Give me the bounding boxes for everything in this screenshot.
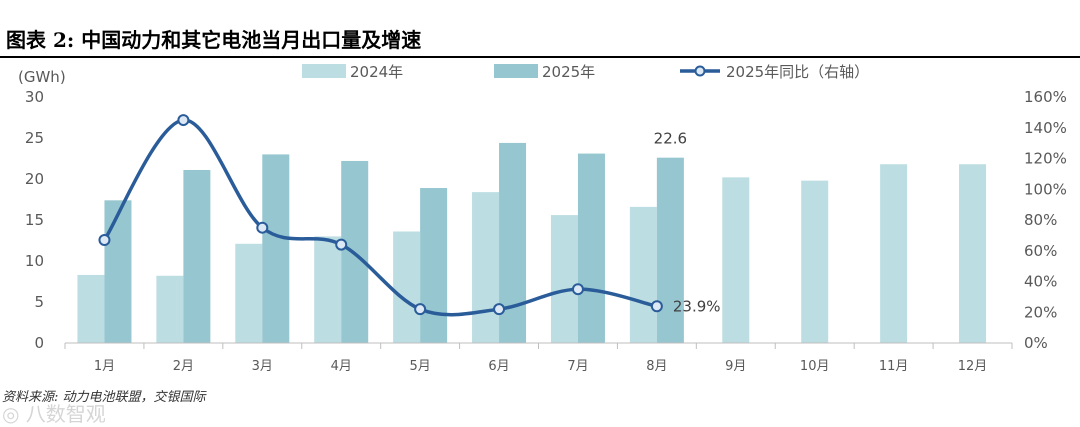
left-tick-label: 10 xyxy=(25,252,44,270)
yoy-marker xyxy=(650,300,663,313)
bar-2024 xyxy=(156,275,184,343)
category-label: 1月 xyxy=(94,359,115,374)
bar-2024 xyxy=(235,243,263,343)
right-axis: 0% 20% 40% 60% 80% 100% 120% 140% 160% xyxy=(1024,88,1067,352)
bar-2024 xyxy=(314,236,342,343)
bar-2024 xyxy=(801,180,829,343)
right-tick-label: 0% xyxy=(1024,334,1048,352)
bar-2024 xyxy=(722,177,750,343)
category-label: 8月 xyxy=(646,359,667,374)
yoy-marker xyxy=(571,283,584,296)
yoy-marker xyxy=(98,233,111,246)
legend-label: 2024年 xyxy=(350,63,403,81)
bar-2025 xyxy=(420,188,448,343)
right-tick-label: 60% xyxy=(1024,242,1057,260)
left-tick-label: 20 xyxy=(25,170,44,188)
bar-2024 xyxy=(77,274,105,343)
category-label: 6月 xyxy=(488,359,509,374)
title-rule xyxy=(0,56,1080,58)
figure-title: 图表 2: 中国动力和其它电池当月出口量及增速 xyxy=(6,28,422,52)
right-tick-label: 140% xyxy=(1024,119,1067,137)
legend-swatch xyxy=(494,64,538,78)
legend-swatch xyxy=(302,64,346,78)
bar-2025 xyxy=(262,154,290,343)
left-tick-label: 25 xyxy=(25,129,44,147)
right-tick-label: 160% xyxy=(1024,88,1067,106)
category-label: 7月 xyxy=(567,359,588,374)
right-tick-label: 120% xyxy=(1024,150,1067,168)
legend-label: 2025年 xyxy=(542,63,595,81)
category-label: 5月 xyxy=(409,359,430,374)
yoy-marker xyxy=(493,303,506,316)
x-axis: 1月 2月 3月 4月 5月 6月 7月 8月 9月 10月 11月 12月 xyxy=(64,342,1013,374)
right-tick-label: 40% xyxy=(1024,273,1057,291)
right-tick-label: 100% xyxy=(1024,180,1067,198)
left-tick-label: 30 xyxy=(25,88,44,106)
data-label: 23.9% xyxy=(673,297,721,315)
bar-2024 xyxy=(472,192,500,343)
left-axis: 0 5 10 15 20 25 30 (GWh) xyxy=(18,68,66,352)
left-tick-label: 5 xyxy=(34,293,44,311)
right-tick-label: 80% xyxy=(1024,211,1057,229)
left-tick-label: 15 xyxy=(25,211,44,229)
yoy-marker xyxy=(335,238,348,251)
category-label: 2月 xyxy=(173,359,194,374)
yoy-line-series xyxy=(98,114,663,317)
bar-2024 xyxy=(393,231,421,343)
bar-2024 xyxy=(629,206,657,343)
bar-2025 xyxy=(183,169,211,343)
data-label: 22.6 xyxy=(654,130,687,148)
yoy-marker xyxy=(414,303,427,316)
category-label: 12月 xyxy=(958,359,988,374)
category-label: 9月 xyxy=(725,359,746,374)
bar-2025 xyxy=(577,153,605,343)
source-note: 资料来源: 动力电池联盟，交银国际 xyxy=(2,390,206,405)
legend-marker xyxy=(694,65,706,77)
yoy-marker xyxy=(256,221,269,234)
category-label: 3月 xyxy=(252,359,273,374)
legend-label: 2025年同比（右轴） xyxy=(726,63,869,81)
data-labels: 22.6 23.9% xyxy=(654,130,721,316)
bar-2024 xyxy=(880,164,908,343)
bar-series xyxy=(77,142,987,343)
bar-2024 xyxy=(550,215,578,343)
category-label: 4月 xyxy=(331,359,352,374)
chart-legend: 2024年 2025年 2025年同比（右轴） xyxy=(302,63,869,81)
yoy-marker xyxy=(177,114,190,127)
bar-2024 xyxy=(959,164,987,343)
right-tick-label: 20% xyxy=(1024,303,1057,321)
left-tick-label: 0 xyxy=(34,334,44,352)
category-label: 11月 xyxy=(879,359,909,374)
left-axis-unit: (GWh) xyxy=(18,68,66,86)
watermark: ◎ 八数智观 xyxy=(2,402,106,426)
bar-2025 xyxy=(104,200,132,343)
bar-2025 xyxy=(656,157,684,343)
category-label: 10月 xyxy=(800,359,830,374)
